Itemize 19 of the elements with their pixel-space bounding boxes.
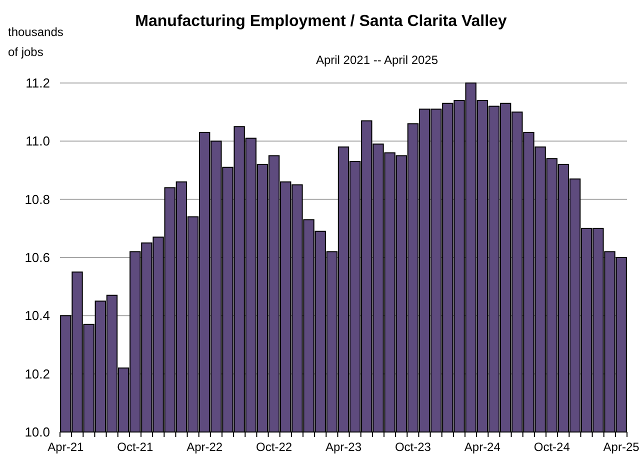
y-tick-label: 10.6	[24, 250, 50, 266]
y-tick-label: 10.0	[24, 424, 50, 440]
x-tick-label: Apr-21	[48, 440, 84, 454]
y-axis-title: thousands of jobs	[8, 25, 64, 59]
x-tick-label: Oct-24	[534, 440, 570, 454]
chart-subtitle: April 2021 -- April 2025	[316, 53, 438, 67]
y-tick-label: 10.2	[24, 366, 50, 382]
y-tick-label: 10.8	[24, 192, 50, 207]
x-tick-label: Oct-23	[394, 440, 432, 454]
x-tick-label: Apr-23	[325, 440, 362, 454]
chart-title: Manufacturing Employment / Santa Clarita Valley	[135, 13, 507, 30]
x-tick-label: Apr-24	[464, 440, 501, 454]
y-tick-label: 10.4	[24, 308, 50, 324]
y-tick-label: 11.2	[26, 76, 50, 91]
x-tick-label: Apr-22	[186, 440, 223, 454]
y-tick-label: 11.0	[26, 134, 50, 149]
x-tick-label: Oct-21	[117, 440, 154, 454]
x-tick-label: Oct-22	[256, 440, 292, 454]
x-tick-label: Apr-25	[603, 440, 640, 454]
